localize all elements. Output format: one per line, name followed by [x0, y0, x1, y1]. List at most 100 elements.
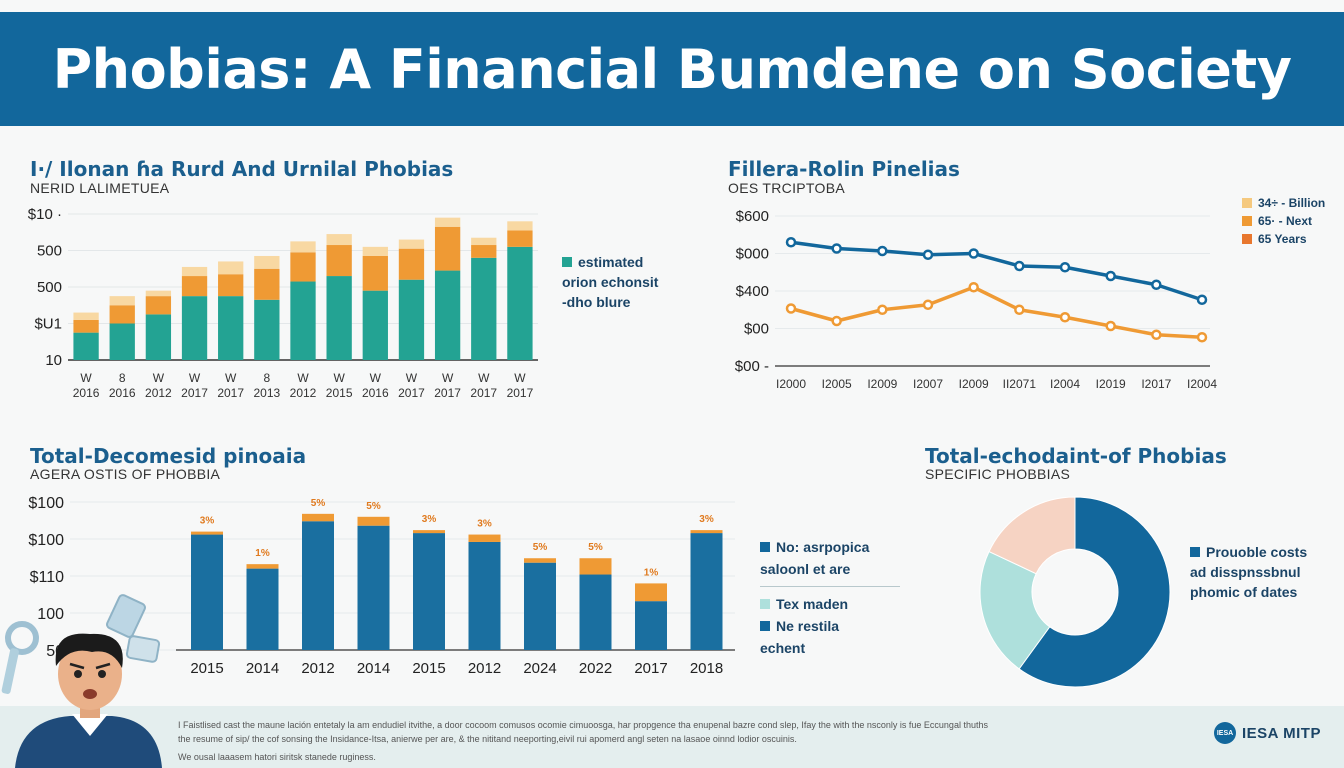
- chart1-bar-segment: [471, 237, 497, 246]
- chart1-x-tick-label: 2013: [253, 386, 280, 400]
- chart4-subtitle: SPECIFIC PHOBBIAS: [925, 466, 1071, 482]
- chart1-bar-segment: [109, 296, 135, 306]
- chart2-point: [922, 249, 934, 260]
- person-face: [58, 638, 122, 710]
- chart3-title: Total-Decomesid pinoaia: [30, 444, 307, 468]
- legend-label: saloonl et are: [760, 561, 851, 577]
- chart1-x-tick-label: 2016: [73, 386, 100, 400]
- chart2-y-tick-label: $600: [736, 208, 769, 225]
- chart1-bar-segment: [507, 221, 533, 231]
- chart2-point: [877, 245, 888, 257]
- chart1-x-tick-label: 2017: [217, 386, 244, 400]
- chart1-title: I·/ Ilonan ɦa Rurd And Urnilal Phobias: [30, 157, 454, 181]
- footer-line-3: We ousal laaasem hatori siritsk stanede …: [178, 752, 376, 762]
- chart4-donut-slice: [1018, 496, 1171, 688]
- chart3-legend-item: echent: [760, 637, 900, 659]
- chart1-x-mark: W: [442, 371, 454, 385]
- chart1-x-tick-label: 2012: [145, 386, 172, 400]
- chart1-x-tick-label: 2017: [507, 386, 534, 400]
- chart1-x-tick-label: 2017: [181, 386, 208, 400]
- footer-line-1: I Faistlised cast the maune lación entet…: [178, 720, 988, 730]
- chart1-x-mark: W: [189, 371, 201, 385]
- footer: I Faistlised cast the maune lación entet…: [0, 706, 1344, 768]
- legend-label: 34÷ - Billion: [1258, 196, 1326, 210]
- chart3-legend-item: Ne restila: [760, 615, 900, 637]
- chart1-bar-segment: [109, 323, 135, 360]
- chart3-bar-label: 3%: [200, 516, 215, 527]
- chart1-bar-segment: [218, 296, 244, 360]
- chart2-point: [1059, 312, 1071, 323]
- chart1-bar-segment: [181, 276, 208, 297]
- chart3-y-tick-label: 100: [37, 606, 64, 623]
- legend-label: 65 Years: [1258, 232, 1307, 246]
- logo-mark-icon: IESA: [1214, 722, 1236, 744]
- chart1-bar-segment: [73, 332, 99, 360]
- chart3-x-tick-label: 2012: [468, 660, 501, 677]
- chart3-stacked-bar: $100$100$110100503%20151%20145%20125%201…: [28, 495, 735, 677]
- legend-label: estimated: [578, 254, 644, 270]
- chart1-y-tick-label: 500: [37, 243, 62, 260]
- person-shirt: [15, 716, 162, 768]
- chart1-bar-segment: [362, 290, 388, 360]
- chart3-bar-label: 5%: [311, 498, 326, 509]
- legend-label: ad disspnssbnul: [1190, 564, 1301, 580]
- chart2-point: [1151, 279, 1162, 290]
- chart1-x-mark: W: [514, 371, 526, 385]
- chart1-x-mark: 8: [264, 371, 271, 385]
- chart2-y-tick-label: $400: [736, 283, 769, 300]
- chart1-bar-segment: [326, 234, 352, 246]
- chart1-x-mark: 8: [119, 371, 126, 385]
- chart1-x-mark: W: [80, 371, 92, 385]
- chart2-x-tick-label: I2004: [1187, 377, 1217, 391]
- chart3-bar-segment: [246, 564, 279, 569]
- chart3-x-tick-label: 2012: [301, 660, 334, 677]
- footer-line-2: the resume of sip/ the cof sonsing the I…: [178, 734, 797, 744]
- chart3-bar-segment: [357, 525, 390, 650]
- chart2-point: [1105, 320, 1116, 332]
- chart2-series-line: [790, 240, 1203, 302]
- chart4-title: Total-echodaint-of Phobias: [925, 444, 1227, 468]
- chart3-bar-label: 5%: [533, 542, 548, 553]
- chart2-y-tick-label: $000: [736, 246, 769, 263]
- chart1-bar-segment: [181, 296, 208, 360]
- legend-label: Ne restila: [776, 618, 840, 634]
- chart1-bar-segment: [73, 319, 99, 333]
- chart2-x-tick-label: II2071: [1003, 377, 1037, 391]
- chart3-bar-segment: [191, 534, 223, 650]
- chart1-bar-segment: [218, 274, 244, 297]
- chart3-bar-segment: [690, 530, 723, 534]
- chart3-x-tick-label: 2017: [634, 660, 667, 677]
- chart4-legend-item: phomic of dates: [1190, 582, 1307, 602]
- chart4-legend: Prouoble costs ad disspnssbnul phomic of…: [1190, 542, 1307, 602]
- chart3-bar-label: 3%: [422, 514, 437, 525]
- chart2-subtitle: OES TRCIPTOBA: [728, 180, 845, 196]
- chart2-point: [968, 282, 979, 293]
- chart4-donut-slice: [979, 550, 1051, 670]
- chart2-point: [1151, 329, 1162, 340]
- chart1-x-mark: W: [370, 371, 382, 385]
- chart3-bar-segment: [690, 533, 723, 650]
- chart1-bar-segment: [362, 255, 388, 291]
- chart3-x-tick-label: 2024: [523, 660, 556, 677]
- chart3-bar-label: 1%: [644, 567, 659, 578]
- chart1-bar-segment: [145, 314, 172, 360]
- chart4-donut-slice: [988, 496, 1076, 575]
- chart1-x-mark: W: [333, 371, 345, 385]
- chart3-x-tick-label: 2014: [357, 660, 390, 677]
- chart3-bar-label: 5%: [588, 542, 603, 553]
- chart1-legend-item: estimated: [562, 252, 658, 272]
- chart3-bar-segment: [524, 558, 556, 563]
- person-mouth: [83, 689, 97, 699]
- chart3-bar-segment: [246, 568, 279, 650]
- chart3-bar-segment: [635, 583, 667, 602]
- chart1-bar-segment: [145, 296, 172, 315]
- chart3-y-tick-label: $100: [28, 532, 64, 549]
- worried-person-illustration: [1, 594, 162, 768]
- chart3-bar-segment: [524, 562, 556, 650]
- chart3-bar-segment: [302, 521, 334, 650]
- chart3-bar-label: 1%: [255, 548, 270, 559]
- person-eye: [98, 670, 106, 678]
- legend-swatch: [1190, 547, 1200, 557]
- chart1-bar-segment: [290, 252, 316, 282]
- chart1-bar-segment: [326, 276, 352, 360]
